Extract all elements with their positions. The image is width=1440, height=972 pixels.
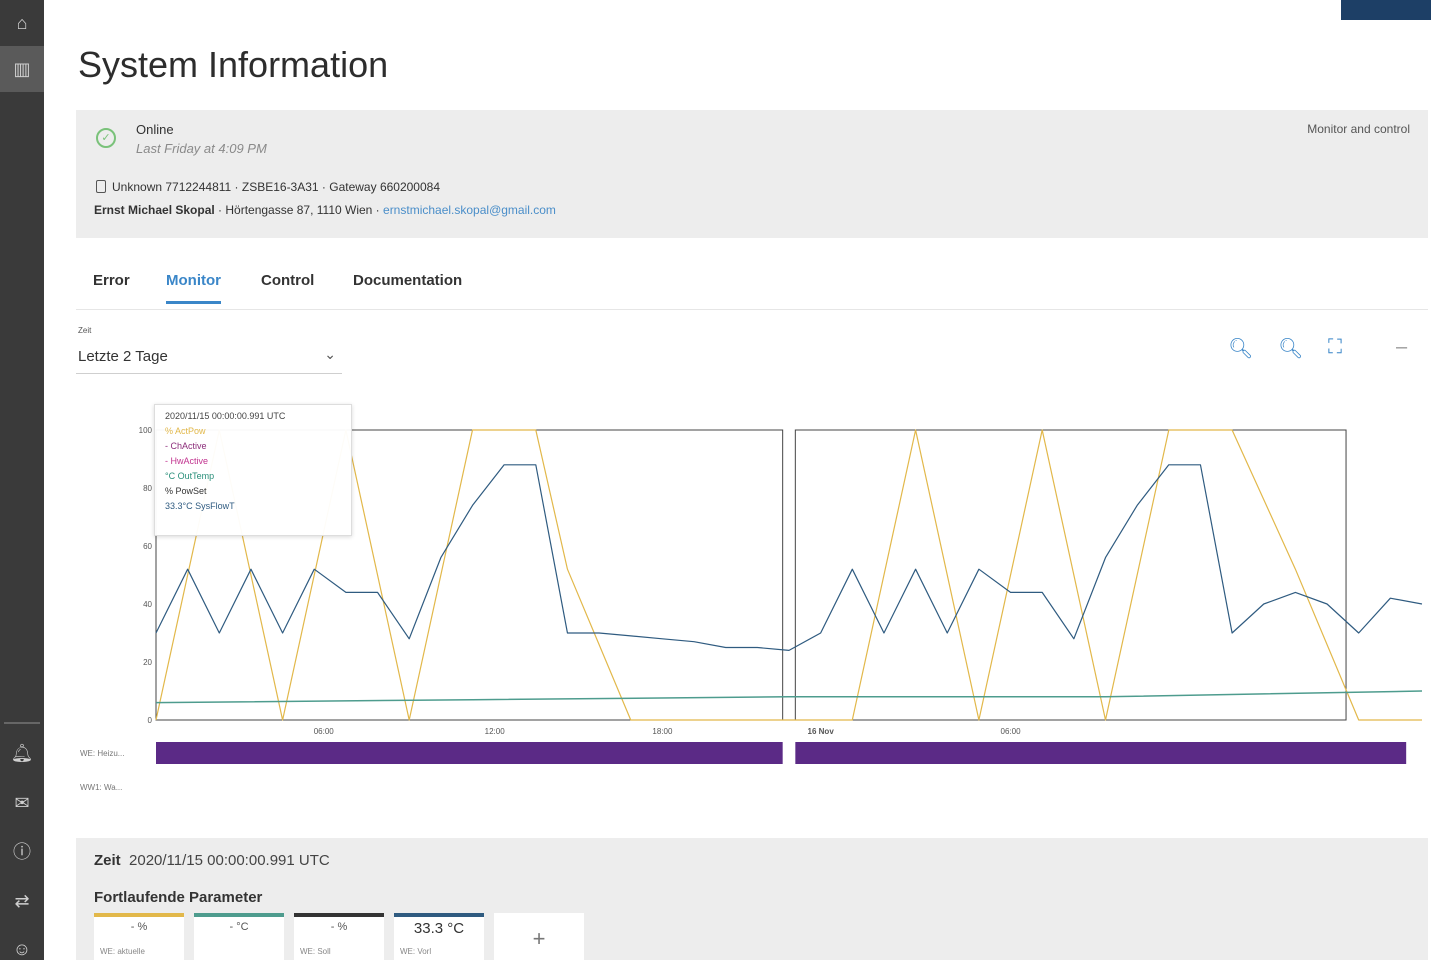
tile-color-bar (294, 913, 384, 917)
x-tick-label: 06:00 (314, 727, 335, 736)
chevron-down-icon: ⌄ (324, 346, 336, 362)
monitor-chart[interactable]: 0 20 40 60 80 100 06:00 12:00 18:00 16 Nov 06:00 WE… (76, 396, 1428, 802)
y-tick-label: 20 (143, 658, 152, 667)
page-title: System Information (78, 44, 389, 85)
tile-caption: WE: Vorl (400, 947, 432, 956)
series-line (155, 464, 1423, 651)
y-tick-label: 60 (143, 542, 152, 551)
device-icon (96, 180, 106, 193)
home-icon[interactable]: ⌂ (16, 12, 28, 33)
y-tick-label: 80 (143, 484, 152, 493)
tooltip-time: 2020/11/15 00:00:00.991 UTC (165, 411, 286, 421)
info-icon[interactable]: ⓘ (13, 842, 31, 862)
monitor-and-control-link[interactable]: Monitor and control (1307, 122, 1410, 136)
series-line (155, 429, 1422, 721)
tile-value: - °C (229, 921, 249, 933)
owner-line: Ernst Michael Skopal · Hörtengasse 87, 1… (94, 203, 556, 217)
tile-color-bar (94, 913, 184, 917)
x-tick-label: 06:00 (1001, 727, 1022, 736)
y-tick-label: 0 (148, 716, 153, 725)
zoom-in-icon[interactable]: 🔍︎ (1278, 338, 1304, 360)
band-label: WW1: Wa... (80, 783, 122, 792)
x-tick-label: 16 Nov (808, 727, 835, 736)
parameter-tile[interactable]: 33.3 °C WE: Vorl (394, 913, 484, 960)
bell-icon[interactable]: 🔔︎ (10, 742, 34, 763)
tile-value: - % (330, 921, 348, 933)
detail-time: Zeit 2020/11/15 00:00:00.991 UTC (94, 852, 330, 869)
tile-color-bar (394, 913, 484, 917)
tooltip-row: - ChActive (165, 441, 207, 451)
transfer-icon[interactable]: ⇄ (14, 890, 30, 911)
tooltip-row: °C OutTemp (165, 471, 215, 481)
tooltip-row: % PowSet (165, 486, 207, 496)
tab-error[interactable]: Error (93, 272, 130, 289)
owner-email-link[interactable]: ernstmichael.skopal@gmail.com (383, 203, 556, 217)
status-time: Last Friday at 4:09 PM (136, 141, 267, 156)
series-line (155, 690, 1423, 704)
band-label: WE: Heizu... (80, 749, 124, 758)
parameter-tile[interactable]: - % WE: aktuelle (94, 913, 184, 960)
y-tick-label: 100 (139, 426, 153, 435)
system-info-card (76, 110, 1428, 238)
time-range-select[interactable]: Letzte 2 Tage ⌄ (76, 344, 342, 374)
tab-bar: Error Monitor Control Documentation (76, 268, 1428, 310)
tile-caption: WE: Soll (300, 947, 331, 956)
owner-name: Ernst Michael Skopal (94, 203, 215, 217)
parameter-tile[interactable]: - % WE: Soll (294, 913, 384, 960)
add-parameter-button[interactable]: + (494, 913, 584, 960)
section-title: Fortlaufende Parameter (94, 889, 263, 906)
tile-color-bar (194, 913, 284, 917)
tab-documentation[interactable]: Documentation (353, 272, 463, 289)
status-label: Online (136, 122, 174, 137)
minimize-icon[interactable]: – (1396, 336, 1408, 358)
detail-time-label: Zeit (94, 852, 121, 869)
detail-time-value: 2020/11/15 00:00:00.991 UTC (129, 852, 330, 869)
band-segment (795, 742, 1407, 764)
sidebar-divider (4, 722, 40, 724)
owner-address: · Hörtengasse 87, 1110 Wien · (214, 203, 384, 217)
time-selector-label: Zeit (78, 326, 92, 335)
chart-svg: 0 20 40 60 80 100 06:00 12:00 18:00 16 Nov 06:00 WE… (80, 426, 1423, 792)
zoom-out-icon[interactable]: 🔍︎ (1228, 338, 1254, 360)
tile-value: - % (130, 921, 148, 933)
x-tick-label: 12:00 (485, 727, 506, 736)
device-line: Unknown 7712244811 · ZSBE16-3A31 · Gatew… (96, 180, 440, 194)
header-action-button[interactable] (1341, 0, 1431, 20)
chart-frame (794, 429, 1347, 721)
fullscreen-icon[interactable]: ⛶ (1328, 336, 1342, 358)
parameter-tile[interactable]: - °C (194, 913, 284, 960)
tab-monitor[interactable]: Monitor (166, 272, 221, 304)
tooltip-row: - HwActive (165, 456, 209, 466)
tile-value: 33.3 °C (413, 920, 465, 937)
tab-control[interactable]: Control (261, 272, 315, 289)
band-segment (156, 742, 783, 764)
tile-caption: WE: aktuelle (100, 947, 145, 956)
device-text: Unknown 7712244811 · ZSBE16-3A31 · Gatew… (112, 180, 441, 194)
time-range-value: Letzte 2 Tage (78, 348, 168, 365)
chart-tooltip: 2020/11/15 00:00:00.991 UTC % ActPow - C… (154, 404, 352, 536)
y-tick-label: 40 (143, 600, 152, 609)
x-tick-label: 18:00 (652, 727, 673, 736)
sidebar: ⌂ ▥ 🔔︎ ✉ ⓘ ⇄ ☺ (0, 0, 44, 960)
tooltip-row: 33.3°C SysFlowT (165, 501, 235, 511)
building-icon[interactable]: ▥ (0, 46, 44, 92)
chart-frame (155, 429, 784, 721)
tooltip-row: % ActPow (165, 426, 206, 436)
user-icon[interactable]: ☺ (12, 938, 32, 959)
mail-icon[interactable]: ✉ (14, 792, 30, 813)
online-check-icon: ✓ (96, 128, 116, 148)
